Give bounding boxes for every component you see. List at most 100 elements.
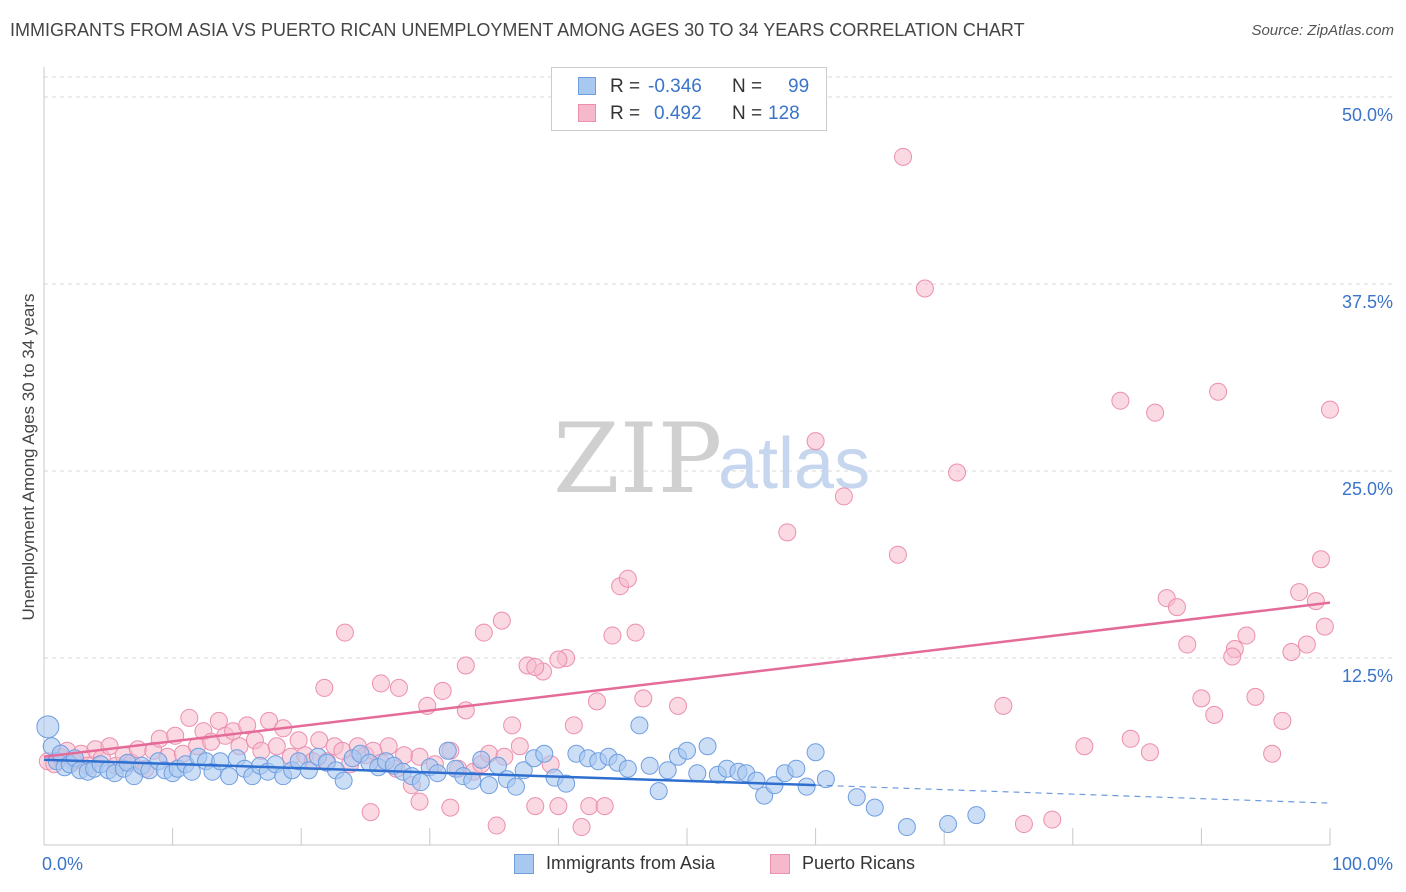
data-point-puerto-ricans: [1014, 815, 1033, 834]
data-point-puerto-ricans: [572, 818, 591, 837]
legend-r-value: 0.492: [654, 103, 702, 124]
data-point-immigrants-from-asia: [535, 744, 554, 763]
data-point-puerto-ricans: [603, 626, 622, 645]
data-point-puerto-ricans: [1273, 711, 1292, 730]
data-point-immigrants-from-asia: [220, 767, 239, 786]
x-tick-label: 100.0%: [1332, 854, 1393, 874]
data-point-immigrants-from-asia: [618, 759, 637, 778]
data-point-puerto-ricans: [778, 523, 797, 542]
data-point-immigrants-from-asia: [630, 716, 649, 735]
data-point-immigrants-from-asia: [472, 750, 491, 769]
data-point-puerto-ricans: [1209, 382, 1228, 401]
data-point-puerto-ricans: [580, 797, 599, 816]
y-axis-label: Unemployment Among Ages 30 to 34 years: [19, 294, 38, 621]
legend-n-label: N =: [732, 103, 763, 124]
data-point-immigrants-from-asia: [506, 777, 525, 796]
data-point-immigrants-from-asia: [806, 743, 825, 762]
data-point-puerto-ricans: [389, 678, 408, 697]
data-point-puerto-ricans: [410, 792, 429, 811]
chart-source: Source: ZipAtlas.com: [1251, 22, 1394, 39]
data-point-puerto-ricans: [948, 463, 967, 482]
legend-n-value: 128: [768, 103, 800, 124]
data-point-immigrants-from-asia: [847, 788, 866, 807]
legend-swatch-blue: [578, 77, 596, 95]
data-point-immigrants-from-asia: [797, 777, 816, 796]
data-point-puerto-ricans: [549, 797, 568, 816]
data-point-immigrants-from-asia: [688, 764, 707, 783]
data-point-puerto-ricans: [361, 803, 380, 822]
legend-r-label: R =: [610, 76, 641, 97]
data-point-puerto-ricans: [252, 741, 271, 760]
data-point-puerto-ricans: [888, 545, 907, 564]
data-point-puerto-ricans: [441, 798, 460, 817]
bottom-legend-swatch-pink: [770, 854, 790, 874]
data-point-puerto-ricans: [1121, 729, 1140, 748]
data-point-puerto-ricans: [180, 708, 199, 727]
data-point-puerto-ricans: [1246, 687, 1265, 706]
data-point-immigrants-from-asia: [747, 771, 766, 790]
data-point-puerto-ricans: [626, 623, 645, 642]
data-point-puerto-ricans: [379, 737, 398, 756]
data-point-immigrants-from-asia: [557, 774, 576, 793]
y-tick-labels: 12.5% 25.0% 37.5% 50.0%: [1342, 105, 1393, 686]
points-immigrants-from-asia: [36, 715, 986, 837]
data-point-puerto-ricans: [668, 696, 687, 715]
y-tick-label: 25.0%: [1342, 479, 1393, 499]
data-point-puerto-ricans: [806, 432, 825, 451]
data-point-puerto-ricans: [1140, 743, 1159, 762]
legend-row-immigrants-from-asia: R = -0.346 N = 99: [552, 74, 826, 100]
data-point-immigrants-from-asia: [334, 771, 353, 790]
data-point-immigrants-from-asia: [211, 752, 230, 771]
trendlines: [43, 601, 1331, 804]
data-point-puerto-ricans: [894, 147, 913, 166]
data-point-immigrants-from-asia: [479, 776, 498, 795]
data-point-immigrants-from-asia: [787, 759, 806, 778]
data-point-immigrants-from-asia: [897, 818, 916, 837]
data-point-puerto-ricans: [564, 716, 583, 735]
watermark-zip: ZIP: [553, 403, 722, 515]
data-point-immigrants-from-asia: [438, 741, 457, 760]
trendline-immigrants-from-asia: [43, 758, 816, 787]
data-point-puerto-ricans: [503, 716, 522, 735]
chart-title: IMMIGRANTS FROM ASIA VS PUERTO RICAN UNE…: [10, 20, 1025, 40]
data-point-immigrants-from-asia: [816, 770, 835, 789]
x-tick-label: 0.0%: [42, 854, 83, 874]
data-point-puerto-ricans: [315, 678, 334, 697]
bottom-legend-label: Immigrants from Asia: [546, 853, 716, 873]
data-point-puerto-ricans: [915, 279, 934, 298]
y-tick-label: 12.5%: [1342, 666, 1393, 686]
data-point-puerto-ricans: [456, 656, 475, 675]
data-point-puerto-ricans: [1192, 689, 1211, 708]
y-tick-label: 37.5%: [1342, 292, 1393, 312]
data-point-immigrants-from-asia: [411, 773, 430, 792]
data-point-puerto-ricans: [1311, 550, 1330, 569]
data-point-immigrants-from-asia: [640, 756, 659, 775]
data-point-immigrants-from-asia: [678, 741, 696, 760]
data-point-puerto-ricans: [587, 692, 606, 711]
data-point-puerto-ricans: [310, 731, 329, 750]
data-point-puerto-ricans: [238, 716, 257, 735]
legend-n-label: N =: [732, 76, 763, 97]
data-point-puerto-ricans: [1297, 635, 1316, 654]
x-tick-labels: 0.0% 100.0%: [42, 854, 1393, 874]
data-point-immigrants-from-asia: [967, 806, 986, 825]
data-point-immigrants-from-asia: [649, 782, 668, 801]
data-point-immigrants-from-asia: [865, 798, 884, 817]
data-point-puerto-ricans: [834, 487, 853, 506]
data-point-puerto-ricans: [510, 737, 529, 756]
data-point-puerto-ricans: [371, 674, 390, 693]
bottom-legend-label: Puerto Ricans: [802, 853, 916, 873]
trendline-immigrants-from-asia-extension: [815, 784, 1331, 804]
data-point-puerto-ricans: [289, 731, 308, 750]
data-point-puerto-ricans: [1315, 617, 1334, 636]
data-point-puerto-ricans: [209, 711, 228, 730]
gridlines: [44, 76, 1392, 659]
watermark: ZIP atlas: [553, 403, 870, 515]
data-point-puerto-ricans: [634, 689, 653, 708]
legend: R = -0.346 N = 99 R = 0.492 N = 128: [551, 67, 827, 131]
data-point-puerto-ricans: [487, 816, 506, 835]
data-point-puerto-ricans: [1263, 744, 1282, 763]
data-point-immigrants-from-asia: [463, 771, 482, 790]
data-point-puerto-ricans: [1043, 810, 1062, 829]
